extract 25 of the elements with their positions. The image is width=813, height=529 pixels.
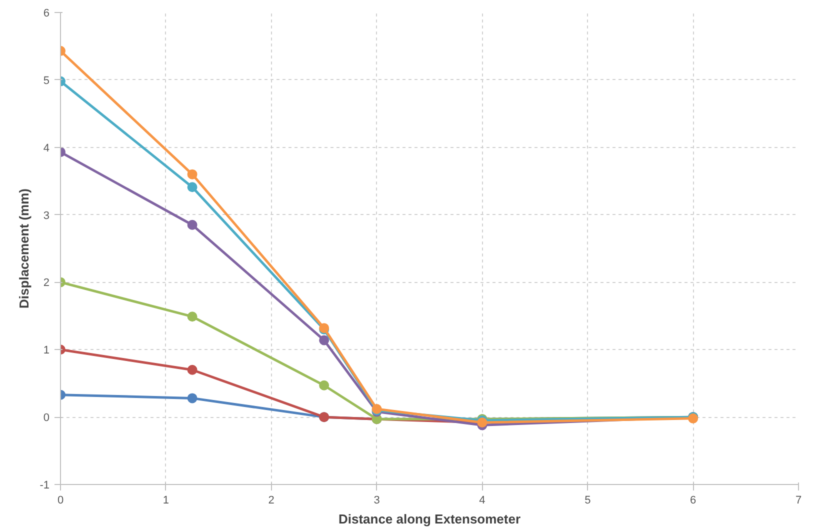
y-tick-label: -1 <box>40 480 50 492</box>
x-tick-label: 6 <box>690 494 696 506</box>
y-axis-title: Displacement (mm) <box>16 188 32 308</box>
x-tick-label: 2 <box>268 494 274 506</box>
y-tick-label: 3 <box>43 210 50 222</box>
x-tick-label: 1 <box>162 494 169 506</box>
x-tick-label: 4 <box>479 494 486 506</box>
y-tick-label: 5 <box>43 74 50 87</box>
point <box>187 364 198 375</box>
y-tick-label: 6 <box>43 8 50 20</box>
y-tick-label: 0 <box>43 412 50 424</box>
y-tick-label: 2 <box>43 277 50 290</box>
point <box>187 220 198 230</box>
x-tick-label: 7 <box>795 494 802 506</box>
point <box>187 312 198 322</box>
x-tick-label: 0 <box>57 494 64 506</box>
point <box>319 380 330 390</box>
x-tick-label: 5 <box>584 494 591 506</box>
y-tick-label: 4 <box>43 142 50 154</box>
point <box>187 182 198 192</box>
y-tick-label: 1 <box>43 344 50 357</box>
x-axis-title: Distance along Extensometer <box>338 512 521 526</box>
point <box>319 335 330 346</box>
point <box>187 169 198 180</box>
x-tick-label: 3 <box>374 494 380 506</box>
